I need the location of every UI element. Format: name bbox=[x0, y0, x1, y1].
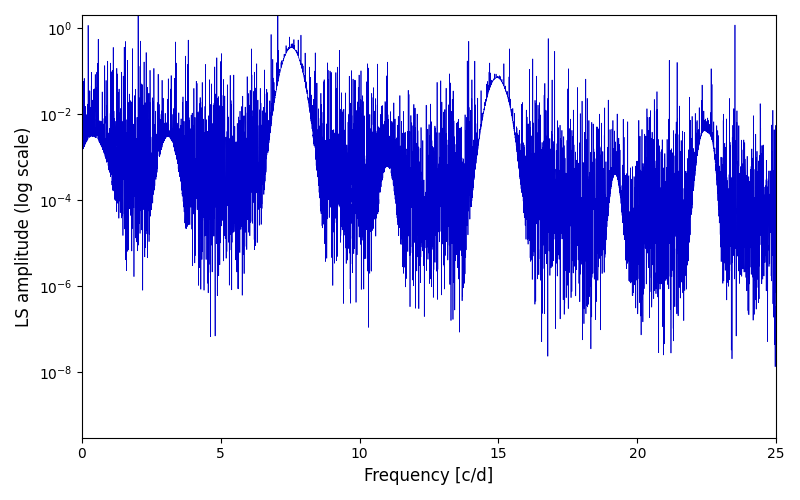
X-axis label: Frequency [c/d]: Frequency [c/d] bbox=[364, 467, 494, 485]
Y-axis label: LS amplitude (log scale): LS amplitude (log scale) bbox=[15, 126, 33, 326]
